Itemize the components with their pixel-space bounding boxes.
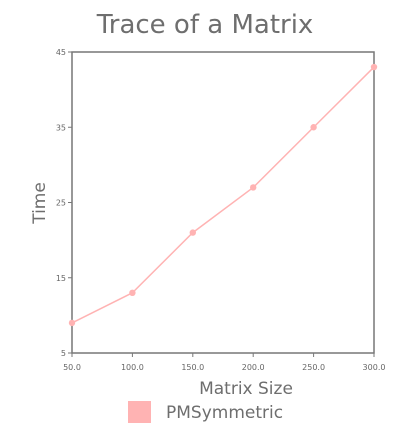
- data-point: [129, 289, 136, 296]
- data-point: [250, 184, 257, 191]
- y-tick-label: 5: [61, 349, 66, 358]
- legend-label: PMSymmetric: [166, 403, 283, 423]
- data-point: [68, 319, 76, 327]
- y-axis-ticks: 5 15 25 35 45: [56, 48, 72, 358]
- data-point: [189, 229, 196, 236]
- y-tick-label: 15: [56, 274, 66, 283]
- legend: PMSymmetric: [128, 401, 283, 423]
- x-tick-label: 100.0: [121, 363, 144, 372]
- data-point: [370, 63, 378, 71]
- chart-title: Trace of a Matrix: [96, 10, 314, 40]
- x-tick-label: 200.0: [242, 363, 265, 372]
- series-line: [71, 66, 375, 324]
- y-tick-label: 35: [56, 123, 66, 132]
- x-axis-ticks: 50.0 100.0 150.0 200.0 250.0 300.0: [63, 353, 385, 372]
- y-tick-label: 25: [56, 199, 66, 208]
- y-axis-label: Time: [30, 182, 50, 225]
- legend-swatch: [128, 401, 151, 423]
- x-axis-label: Matrix Size: [199, 379, 293, 399]
- y-tick-label: 45: [56, 48, 66, 57]
- plot-area: [71, 51, 375, 354]
- x-tick-label: 150.0: [181, 363, 204, 372]
- series-layer: [68, 63, 378, 327]
- x-tick-label: 300.0: [363, 363, 386, 372]
- data-point: [310, 124, 317, 131]
- x-tick-label: 250.0: [302, 363, 325, 372]
- x-tick-label: 50.0: [63, 363, 81, 372]
